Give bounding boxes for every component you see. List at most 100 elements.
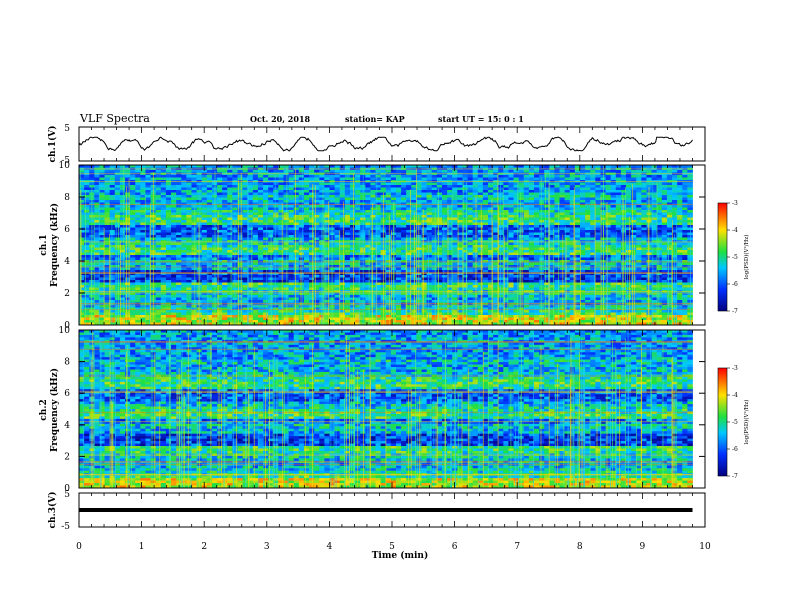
spectrogram-cell — [160, 247, 167, 251]
spectrogram-cell — [544, 190, 550, 193]
spectrogram-cell — [232, 205, 238, 208]
spectrogram-cell — [585, 185, 591, 188]
spectrogram-cell — [252, 257, 259, 261]
spectrogram-cell — [283, 225, 289, 228]
spectrogram-cell — [135, 225, 141, 228]
spectrogram-cell — [457, 170, 463, 173]
spectrogram-cell — [349, 257, 356, 261]
spectrogram-cell — [534, 175, 540, 178]
spectrogram-cell — [615, 190, 622, 193]
spectrogram-cell — [605, 215, 612, 218]
spectrogram-cell — [79, 185, 85, 188]
spectrogram-cell — [370, 175, 376, 178]
spectrogram-cell — [626, 197, 632, 201]
spectrogram-cell — [176, 267, 182, 271]
spectrogram-cell — [539, 207, 545, 211]
spectrogram-cell — [79, 197, 85, 201]
spectrogram-cell — [160, 265, 167, 268]
spectrogram-cell — [135, 260, 141, 263]
spectrogram-cell — [298, 197, 305, 201]
spectrogram-cell — [217, 230, 223, 233]
spectrogram-cell — [411, 190, 417, 193]
spectrogram-cell — [268, 225, 274, 228]
spectrogram-cell — [641, 192, 647, 196]
spectrogram-cell — [549, 225, 555, 228]
spectrogram-cell — [559, 202, 566, 206]
spectrogram-cell — [493, 262, 499, 266]
spectrogram-cell — [626, 220, 632, 223]
spectrogram-cell — [217, 210, 223, 213]
spectrogram-cell — [145, 192, 151, 196]
spectrogram-cell — [252, 240, 259, 243]
spectrogram-cell — [206, 197, 213, 201]
spectrogram-cell — [508, 170, 514, 173]
spectrogram-cell — [482, 222, 489, 226]
spectrogram-cell — [452, 197, 458, 201]
spectrogram-cell — [222, 252, 228, 256]
spectrogram-cell — [339, 242, 346, 246]
spectrogram-cell — [508, 207, 514, 211]
spectrogram-cell — [268, 217, 274, 221]
spectrogram-cell — [513, 250, 520, 253]
spectrogram-cell — [278, 217, 284, 221]
spectrogram-cell — [620, 185, 627, 188]
spectrogram-cell — [278, 237, 284, 241]
spectrogram-cell — [595, 202, 601, 206]
spectrogram-cell — [626, 250, 632, 253]
spectrogram-cell — [656, 165, 663, 168]
spectrogram-cell — [585, 230, 591, 233]
spectrogram-cell — [467, 217, 474, 221]
spectrogram-cell — [646, 185, 652, 188]
spectrogram-cell — [160, 262, 167, 266]
spectrogram-cell — [477, 192, 484, 196]
spectrogram-cell — [482, 187, 489, 191]
spectrogram-cell — [390, 165, 397, 168]
spectrogram-cell — [687, 230, 693, 233]
spectrogram-cell — [467, 225, 474, 228]
spectrogram-cell — [273, 182, 279, 186]
spectrogram-cell — [631, 225, 637, 228]
spectrogram-cell — [620, 265, 627, 268]
spectrogram-cell — [355, 242, 361, 246]
spectrogram-cell — [109, 252, 116, 256]
spectrogram-cell — [406, 237, 412, 241]
spectrogram-cell — [375, 217, 382, 221]
spectrogram-cell — [498, 247, 504, 251]
spectrogram-cell — [293, 227, 300, 231]
spectrogram-cell — [278, 200, 284, 203]
spectrogram-cell — [344, 202, 351, 206]
spectrogram-cell — [125, 215, 131, 218]
spectrogram-cell — [534, 215, 540, 218]
spectrogram-cell — [329, 195, 336, 198]
spectrogram-cell — [431, 252, 438, 256]
spectrogram-cell — [472, 252, 479, 256]
spectrogram-cell — [171, 165, 177, 168]
spectrogram-cell — [626, 222, 632, 226]
spectrogram-cell — [441, 175, 448, 178]
spectrogram-cell — [237, 260, 243, 263]
spectrogram-cell — [564, 182, 571, 186]
spectrogram-cell — [620, 255, 627, 258]
spectrogram-cell — [165, 265, 172, 268]
spectrogram-cell — [462, 207, 468, 211]
spectrogram-cell — [636, 195, 642, 198]
spectrogram-cell — [130, 247, 136, 251]
spectrogram-cell — [651, 165, 658, 168]
spectrogram-cell — [191, 247, 197, 251]
spectrogram-cell — [349, 202, 356, 206]
spectrogram-cell — [615, 240, 622, 243]
spectrogram-cell — [181, 187, 187, 191]
spectrogram-cell — [687, 220, 693, 223]
spectrogram-cell — [426, 237, 433, 241]
spectrogram-cell — [564, 222, 571, 226]
spectrogram-cell — [687, 252, 693, 256]
spectrogram-cell — [104, 202, 111, 206]
spectrogram-cell — [477, 235, 484, 238]
spectrogram-cell — [431, 217, 438, 221]
spectrogram-cell — [186, 260, 192, 263]
spectrogram-cell — [140, 225, 146, 228]
spectrogram-cell — [165, 242, 172, 246]
spectrogram-cell — [595, 197, 601, 201]
spectrogram-cell — [355, 237, 361, 241]
spectrogram-cell — [222, 185, 228, 188]
